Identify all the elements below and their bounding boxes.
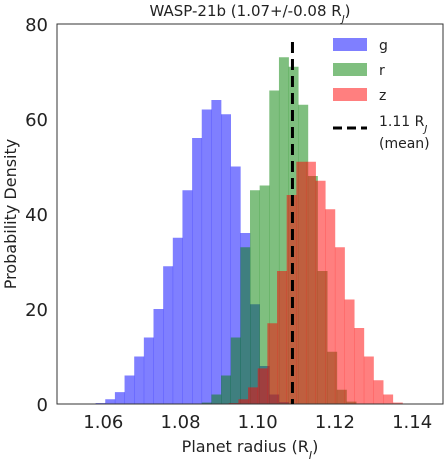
legend-label-mean: 1.11 RJ [379,114,427,135]
x-axis-label: Planet radius (RJ) [182,437,319,459]
bar-z-10 [325,209,336,404]
series-z [228,161,403,404]
x-tick-label: 1.12 [315,412,355,433]
bar-z-17 [392,402,403,404]
chart-title: WASP-21b (1.07+/-0.08 RJ) [150,2,351,25]
bar-g-7 [163,266,174,404]
y-tick-label: 20 [25,300,48,321]
legend-label-g: g [379,38,388,54]
legend-swatch-r [333,63,367,76]
bar-g-6 [153,309,164,404]
bar-r-4 [240,247,251,404]
legend-label-z: z [379,88,386,104]
x-tick-label: 1.06 [83,412,123,433]
bar-z-16 [383,394,394,404]
plot-frame [56,23,444,405]
bar-z-9 [315,180,326,404]
bar-g-2 [114,392,125,404]
bar-g-4 [134,356,145,404]
bar-r-3 [230,337,241,404]
bar-z-7 [296,161,307,404]
bar-z-15 [373,380,384,404]
bar-g-10 [192,138,203,404]
bar-r-1 [211,394,222,404]
bar-r-8 [278,57,289,404]
bar-z-4 [267,323,278,404]
bar-r-6 [259,185,270,404]
bar-r-0 [201,402,212,404]
bar-g-5 [143,337,154,404]
bar-g-12 [211,100,222,404]
bar-r-2 [221,375,231,404]
bar-g-13 [221,114,231,404]
y-axis-ticks: 0 20 40 60 80 [25,15,48,416]
bar-g-3 [124,375,135,404]
x-tick-label: 1.14 [392,412,432,433]
y-tick-label: 60 [25,110,48,131]
bar-z-12 [344,299,355,404]
bar-z-11 [334,247,345,404]
x-tick-label: 1.08 [160,412,200,433]
y-tick-label: 40 [25,205,48,226]
histogram-bars [95,57,403,404]
y-tick-label: 80 [25,15,48,36]
bar-z-13 [354,328,365,404]
bar-r-7 [269,90,280,404]
legend-swatch-z [333,88,367,101]
legend-swatch-g [333,38,367,51]
x-axis-ticks: 1.06 1.08 1.10 1.12 1.14 [83,412,432,433]
y-tick-label: 0 [37,395,48,416]
bar-z-2 [248,387,259,404]
bar-z-14 [363,356,374,404]
bar-z-5 [277,271,287,404]
bar-z-1 [238,399,249,404]
bar-g-8 [172,237,183,404]
bar-r-5 [250,190,260,404]
bar-g-9 [182,190,193,404]
legend-label-r: r [379,63,385,79]
bar-g-14 [230,166,241,404]
y-axis-label: Probability Density [1,139,20,290]
bar-z-3 [257,368,268,404]
legend-label-mean-2: (mean) [379,136,430,152]
x-tick-label: 1.10 [238,412,278,433]
bar-g-11 [201,109,212,404]
bar-g-1 [105,399,116,404]
legend: g r z 1.11 RJ (mean) [333,38,430,152]
bar-z-8 [305,161,316,404]
